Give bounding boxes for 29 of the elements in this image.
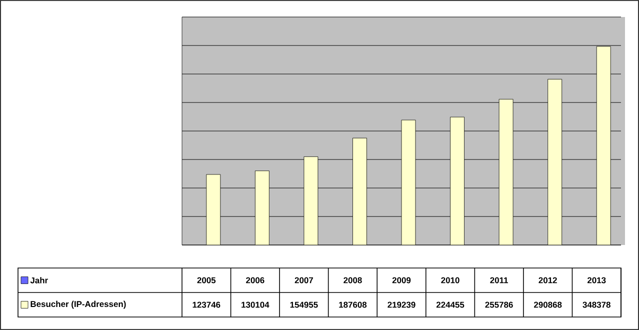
data-label: 290868: [534, 302, 562, 308]
x-tick-label: 2009: [392, 277, 411, 284]
bar: [450, 116, 464, 245]
bar: [548, 79, 562, 245]
bar: [498, 99, 514, 245]
data-label: 224455: [436, 302, 464, 308]
data-label: 130104: [242, 302, 270, 308]
data-label: 255786: [485, 302, 513, 308]
data-label: 187608: [339, 302, 367, 308]
x-tick-label: 2008: [344, 277, 362, 284]
x-tick-label: 2006: [246, 277, 264, 284]
bar: [401, 120, 416, 245]
bar: [206, 174, 221, 245]
x-tick-label: 2012: [538, 277, 557, 284]
data-label: 123746: [192, 302, 220, 308]
x-tick-label: 2011: [490, 277, 508, 284]
x-tick-label: 2010: [441, 277, 460, 284]
bar: [352, 138, 367, 245]
bar: [254, 170, 270, 245]
bar: [596, 46, 611, 245]
x-tick-label: 2013: [587, 277, 606, 284]
data-label: 219239: [388, 302, 416, 308]
x-tick-label: 2007: [294, 277, 313, 284]
legend-label: Besucher (IP-Adressen): [30, 300, 126, 309]
data-label: 154955: [290, 302, 318, 308]
data-label: 348378: [582, 302, 610, 308]
bar: [304, 156, 318, 245]
x-tick-label: 2005: [197, 277, 216, 284]
text: Jahr: [30, 277, 48, 284]
